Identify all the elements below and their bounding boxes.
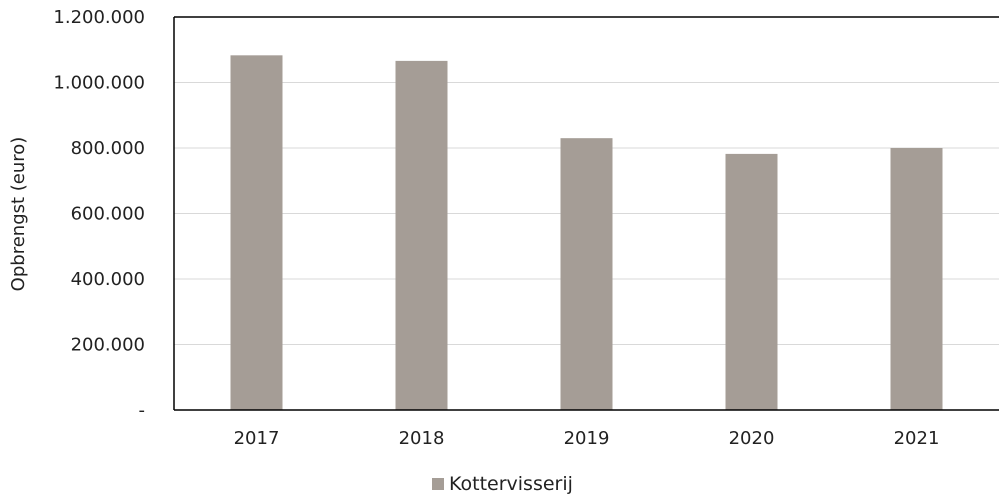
bars	[230, 55, 943, 411]
y-tick-label: 600.000	[71, 204, 145, 225]
x-tick-label: 2018	[399, 428, 445, 449]
y-tick-label: 200.000	[71, 335, 145, 356]
y-tick-label: 1.200.000	[53, 7, 145, 28]
y-tick-label: -	[139, 400, 146, 421]
x-tick-label: 2019	[564, 428, 610, 449]
x-tick-label: 2021	[894, 428, 940, 449]
x-tick-label: 2020	[729, 428, 775, 449]
y-tick-label: 1.000.000	[53, 73, 145, 94]
bar-2021	[890, 148, 943, 410]
x-tick-labels: 2017 2018 2019 2020 2021	[234, 428, 940, 449]
x-tick-label: 2017	[234, 428, 280, 449]
legend-swatch	[432, 478, 444, 490]
y-tick-label: 400.000	[71, 269, 145, 290]
y-tick-labels: - 200.000 400.000 600.000 800.000 1.000.000 1.…	[53, 7, 145, 421]
legend-label: Kottervisserij	[449, 473, 573, 495]
axes	[173, 16, 999, 411]
y-axis-label: Opbrengst (euro)	[8, 137, 29, 292]
legend: Kottervisserij	[432, 473, 573, 495]
bar-2019	[560, 138, 613, 411]
bar-2020	[725, 153, 778, 410]
bar-2017	[230, 55, 283, 410]
y-tick-label: 800.000	[71, 138, 145, 159]
bar-2018	[395, 60, 448, 410]
